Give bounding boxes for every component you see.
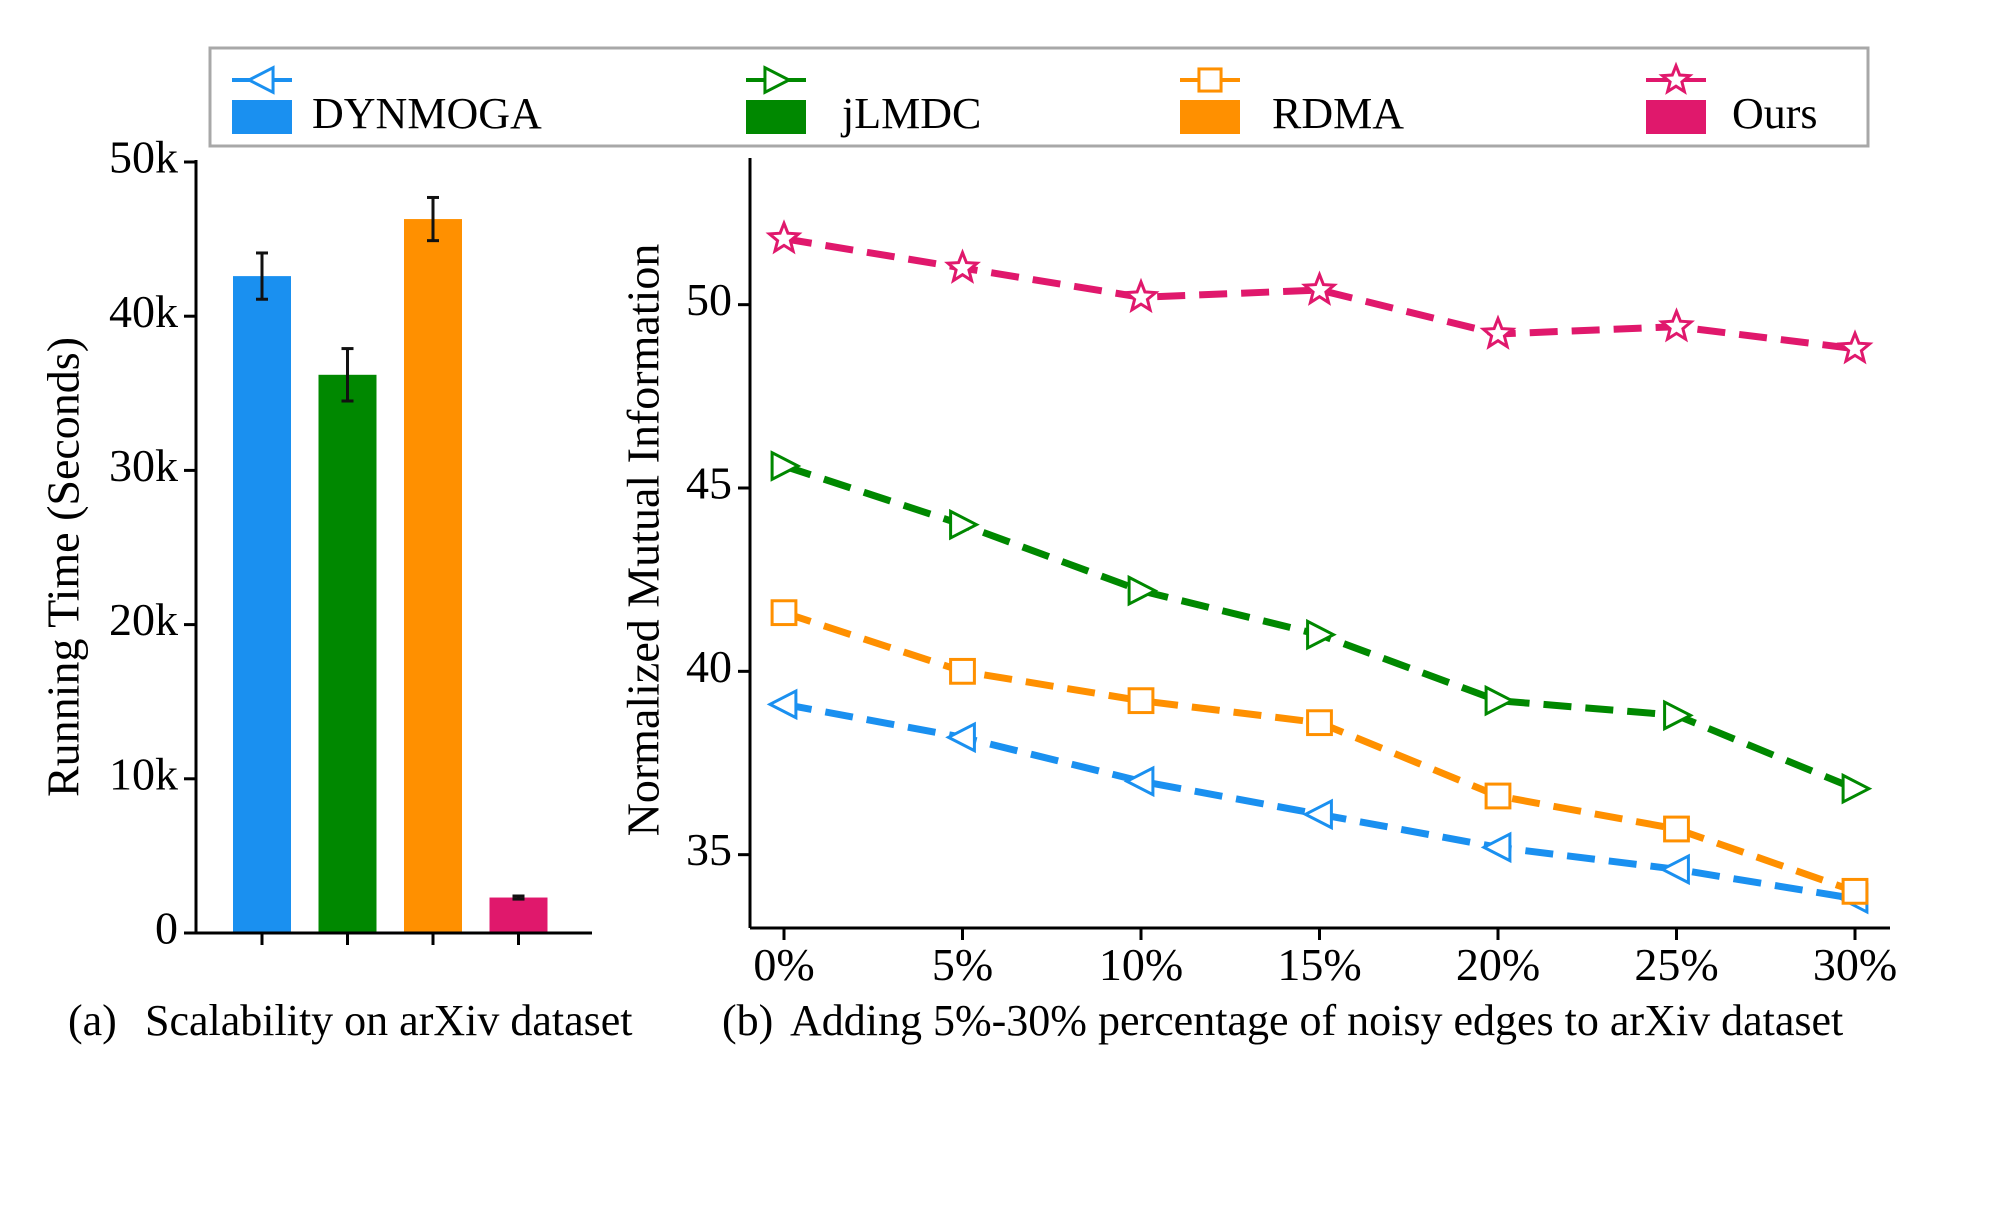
legend-item-ours: Ours [1646, 61, 1818, 138]
line-chart-axes: 35 40 45 50 0% 5% 10% 15% 20% 25% 30% [686, 158, 1897, 990]
error-bar-group [256, 195, 525, 901]
data-point [945, 721, 976, 754]
series-line [782, 609, 1857, 895]
y-tick-label: 30k [109, 440, 178, 491]
data-point [770, 450, 802, 482]
data-point [1127, 574, 1159, 607]
data-point [1841, 772, 1873, 805]
y-tick-label: 20k [109, 594, 178, 645]
legend-swatch-ours [1646, 100, 1706, 134]
series-rdma [770, 599, 1869, 905]
bar-rdma [404, 219, 462, 933]
legend-label-dynmoga: DYNMOGA [312, 89, 542, 138]
legend-item-dynmoga: DYNMOGA [232, 65, 542, 138]
data-point [1663, 699, 1694, 732]
data-point [1841, 877, 1869, 905]
series-jlmdc [770, 450, 1873, 805]
legend-item-rdma: RDMA [1180, 67, 1404, 138]
legend-frame [208, 46, 1870, 148]
legend-marker [1658, 61, 1694, 95]
data-point [1484, 782, 1512, 810]
data-point [1127, 687, 1155, 715]
data-point [1663, 815, 1690, 843]
triangle-right-icon [746, 65, 806, 95]
data-point [1658, 307, 1695, 343]
caption-tag: (b) [722, 996, 773, 1045]
y-tick-label: 40 [686, 641, 732, 692]
data-point [1479, 314, 1517, 350]
triangle-left-icon [232, 65, 292, 95]
caption: Adding 5%-30% percentage of noisy edges … [790, 996, 1843, 1045]
legend-label-ours: Ours [1732, 89, 1818, 138]
legend-label-rdma: RDMA [1272, 89, 1404, 138]
data-point [1302, 798, 1333, 831]
legend-marker [1197, 67, 1223, 93]
data-point [1306, 618, 1337, 651]
line-chart-nmi: 35 40 45 50 0% 5% 10% 15% 20% 25% 30% Normalized M… [618, 158, 1897, 1045]
data-point [1480, 831, 1512, 864]
legend: DYNMOGA jLMDC RDMA Ours [208, 46, 1870, 148]
data-point [1306, 709, 1333, 737]
y-tick-label: 50k [109, 132, 178, 183]
series-ours [765, 219, 1874, 365]
star-icon [1646, 61, 1706, 95]
data-point [1122, 277, 1160, 314]
data-point [1484, 684, 1516, 717]
data-point [1659, 853, 1690, 886]
legend-swatch-jlmdc [746, 100, 806, 134]
series-group [765, 219, 1874, 915]
legend-swatch-rdma [1180, 100, 1240, 134]
y-tick-label: 10k [109, 748, 178, 799]
y-tick-label: 35 [686, 824, 732, 875]
x-tick-label: 15% [1277, 939, 1361, 990]
data-point [766, 688, 798, 721]
data-point [770, 599, 798, 627]
data-point [1836, 329, 1874, 365]
y-tick-label: 50 [686, 274, 732, 325]
x-tick-label: 30% [1813, 939, 1897, 990]
legend-swatch-dynmoga [232, 100, 292, 134]
caption: Scalability on arXiv dataset [145, 996, 633, 1045]
x-tick-label: 25% [1634, 939, 1718, 990]
data-point [949, 508, 980, 541]
data-point [1301, 270, 1338, 306]
legend-item-jlmdc: jLMDC [746, 65, 981, 138]
y-axis-label: Normalized Mutual Information [618, 244, 669, 837]
x-tick-label: 20% [1456, 939, 1540, 990]
bar-group [233, 219, 548, 933]
series-dynmoga [766, 688, 1869, 915]
data-point [944, 248, 981, 284]
x-tick-label: 10% [1099, 939, 1183, 990]
square-icon [1180, 67, 1240, 93]
bar-chart-axes: 0 10k 20k 30k 40k 50k [109, 132, 592, 954]
legend-label-jlmdc: jLMDC [840, 89, 981, 138]
data-point [1123, 765, 1155, 798]
x-tick-label: 5% [932, 939, 993, 990]
y-axis-label: Running Time (Seconds) [38, 337, 89, 797]
bar-jlmdc [318, 374, 377, 933]
legend-marker [245, 65, 275, 95]
data-point [949, 657, 976, 685]
bar-dynmoga [233, 276, 291, 933]
caption-tag: (a) [68, 996, 117, 1045]
legend-marker [763, 65, 793, 95]
y-tick-label: 40k [109, 286, 178, 337]
bar-ours [489, 897, 548, 933]
y-tick-label: 0 [155, 903, 178, 954]
y-tick-label: 45 [686, 458, 732, 509]
x-tick-label: 0% [753, 939, 814, 990]
data-point [765, 219, 803, 255]
